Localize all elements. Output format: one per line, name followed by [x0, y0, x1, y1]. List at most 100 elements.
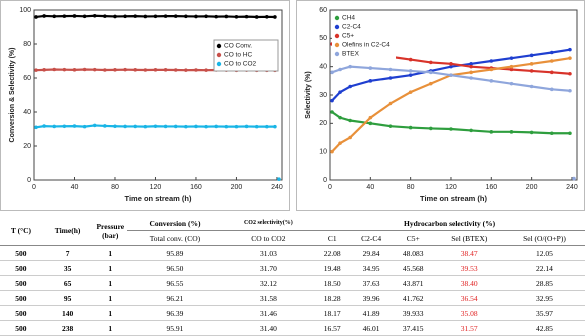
data-point — [123, 67, 127, 72]
legend-marker — [216, 43, 222, 49]
header-row: T (°C) Time(h) Pressure (bar) Conversion… — [0, 216, 585, 246]
data-point — [34, 125, 38, 130]
data-point — [184, 124, 188, 129]
data-point — [469, 76, 473, 80]
cell: 31.40 — [222, 320, 315, 336]
data-point — [489, 130, 494, 134]
cell: 140 — [41, 305, 94, 321]
cell: 41.762 — [391, 290, 435, 306]
data-point — [153, 124, 158, 129]
data-point — [113, 14, 117, 19]
data-point — [330, 149, 334, 154]
data-point — [173, 14, 178, 18]
data-point — [568, 131, 572, 136]
data-point — [330, 110, 334, 114]
y-axis-label: Selectivity (%) — [305, 71, 312, 118]
x-tick-label: 0 — [32, 184, 36, 191]
legend-marker — [334, 33, 340, 39]
cell: 39.933 — [391, 305, 435, 321]
cell: 65 — [41, 275, 94, 291]
data-point — [133, 14, 138, 18]
cell: 29.84 — [350, 245, 392, 261]
data-point — [254, 124, 259, 129]
data-point — [265, 14, 269, 19]
subheader: Total conv. (CO) — [127, 230, 223, 246]
cell: 500 — [0, 290, 42, 306]
data-point — [568, 88, 572, 93]
data-point — [204, 124, 208, 129]
cell: 46.01 — [350, 320, 392, 336]
subheader: CO to CO2 — [222, 230, 315, 246]
y-tick-label: 0 — [27, 177, 31, 184]
data-point — [52, 67, 57, 72]
data-point — [194, 124, 198, 129]
data-point — [82, 124, 87, 129]
data-point — [34, 15, 38, 19]
cell: 500 — [0, 320, 42, 336]
data-point — [103, 68, 107, 72]
legend-label: CH4 — [342, 15, 355, 22]
series-line — [331, 48, 571, 102]
cell: 1 — [93, 260, 128, 276]
x-tick-label: 0 — [328, 184, 332, 191]
data-point — [429, 126, 433, 131]
chart: 0 20 40 60 80 100 0 40 80 120 160 200 240 Time on str… — [0, 0, 290, 211]
cell: 37.63 — [350, 275, 392, 291]
data-point — [529, 130, 534, 135]
data-point — [408, 125, 413, 130]
data-point — [234, 124, 239, 129]
cell: 19.48 — [314, 260, 351, 276]
y-tick-label: 10 — [319, 149, 327, 156]
data-point — [348, 135, 352, 140]
data-point — [163, 124, 168, 129]
header: CO2 selectivity(%) — [222, 216, 315, 231]
data-point — [113, 68, 117, 72]
table-row: 500 95 1 96.21 31.58 18.28 39.96 41.762 36.54 32.… — [0, 290, 585, 306]
header: T (°C) — [0, 216, 42, 246]
cell: 22.14 — [503, 260, 585, 276]
data-point — [62, 124, 67, 129]
y-tick-label: 20 — [23, 143, 31, 150]
cell: 1 — [93, 290, 128, 306]
legend-marker — [216, 61, 222, 67]
cell: 37.415 — [391, 320, 435, 336]
data-point — [509, 67, 514, 72]
cell: 31.46 — [222, 305, 315, 321]
subheader: C5+ — [391, 230, 435, 246]
header: Time(h) — [41, 216, 94, 246]
data-point — [429, 60, 433, 65]
y-tick-label: 30 — [319, 92, 327, 99]
data-point — [469, 64, 473, 69]
subheader-row: Total conv. (CO) CO to CO2 C1 C2-C4 C5+ Sel (… — [0, 230, 585, 246]
table-row: 500 7 1 95.89 31.03 22.08 29.84 48.083 38.47 12.0… — [0, 245, 585, 261]
cell: 500 — [0, 305, 42, 321]
table-row: 500 65 1 96.55 32.12 18.50 37.63 43.871 38.40 28.… — [0, 275, 585, 291]
x-tick-label: 80 — [111, 184, 119, 191]
data-point — [429, 81, 433, 86]
legend-box — [213, 39, 279, 72]
cell: 31.03 — [222, 245, 315, 261]
data-point — [449, 127, 453, 131]
subheader: C1 — [314, 230, 351, 246]
legend-label: C5+ — [342, 33, 354, 40]
data-point — [34, 68, 38, 72]
data-point — [549, 131, 554, 136]
data-point — [62, 67, 67, 72]
data-point — [572, 176, 576, 181]
data-point — [123, 14, 127, 19]
data-point — [330, 70, 334, 75]
x-tick-label: 200 — [231, 184, 243, 191]
data-point — [214, 14, 219, 19]
cell: 500 — [0, 245, 42, 261]
data-point — [568, 47, 572, 52]
table-body: 500 7 1 95.89 31.03 22.08 29.84 48.083 38.47 12.0… — [0, 245, 585, 336]
cell: 39.53 — [434, 260, 504, 276]
subheader: Sel (O/(O+P)) — [503, 230, 585, 246]
data-point — [449, 73, 453, 77]
data-point — [143, 14, 148, 19]
data-point — [254, 15, 259, 19]
cell: 95.89 — [127, 245, 223, 261]
data-point — [549, 87, 554, 92]
